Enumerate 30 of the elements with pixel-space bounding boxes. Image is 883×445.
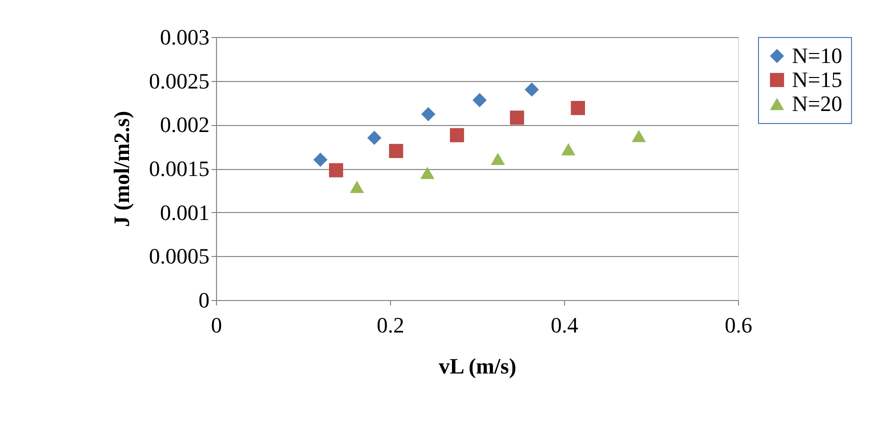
y-tick-label: 0.0015 xyxy=(149,156,210,181)
y-tick-label: 0 xyxy=(198,288,210,312)
x-tick-label: 0.6 xyxy=(724,312,752,338)
point xyxy=(389,144,404,158)
legend-label: N=15 xyxy=(792,67,842,92)
point xyxy=(350,180,364,194)
point xyxy=(450,128,464,142)
point xyxy=(524,82,539,97)
y-axis-title: J (mol/m2.s) xyxy=(109,110,134,228)
point xyxy=(367,130,382,145)
point xyxy=(632,130,646,142)
x-tick-label: 0.2 xyxy=(376,312,404,338)
y-tick-label: 0.0005 xyxy=(149,244,210,269)
legend-label: N=10 xyxy=(792,43,842,68)
point xyxy=(313,152,328,167)
point xyxy=(561,143,576,156)
point xyxy=(472,93,487,108)
y-tick-label: 0.002 xyxy=(160,112,210,138)
y-tick-label: 0.001 xyxy=(160,200,210,225)
point xyxy=(421,107,436,122)
point xyxy=(570,100,585,116)
point xyxy=(510,110,524,125)
point xyxy=(328,163,344,178)
x-tick-label: 0.4 xyxy=(550,312,578,338)
point xyxy=(490,152,505,165)
y-tick-label: 0.0025 xyxy=(149,68,210,94)
point xyxy=(420,166,434,180)
y-tick-label: 0.003 xyxy=(160,24,210,50)
x-axis-title: vL (m/s) xyxy=(438,354,516,378)
legend-label: N=20 xyxy=(792,91,842,116)
